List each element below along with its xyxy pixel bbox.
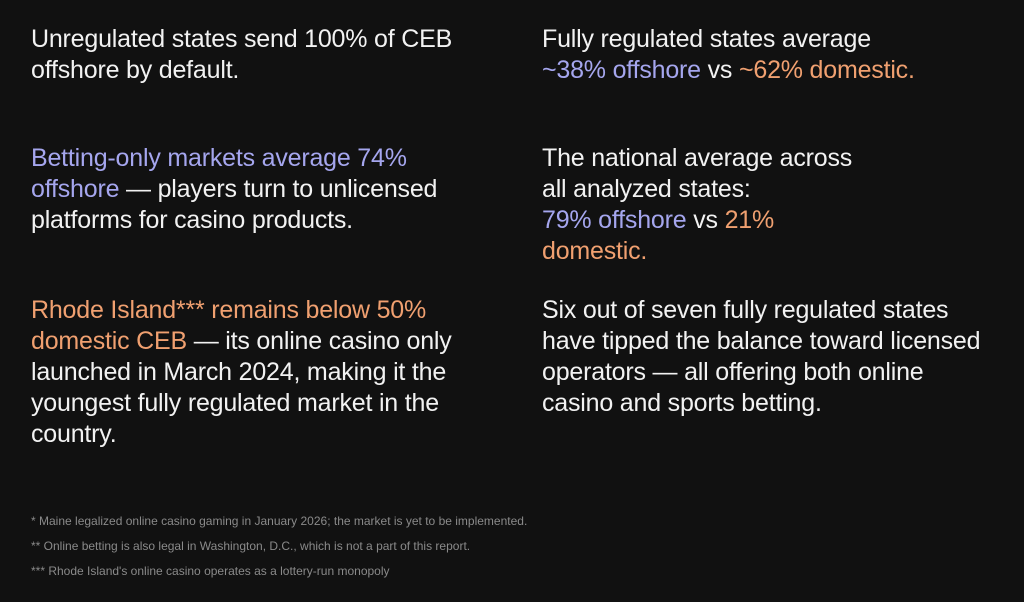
unregulated-text: Unregulated states send 100% of CEB offs… [31,25,453,84]
fully-regulated-domestic: ~62% domestic. [738,56,915,84]
national-average-lead: The national average across all analyzed… [542,144,853,203]
six-of-seven-statement: Six out of seven fully regulated states … [542,295,982,419]
rhode-island-statement: Rhode Island*** remains below 50% domest… [31,295,471,450]
fully-regulated-statement: Fully regulated states average ~38% offs… [542,24,1002,86]
betting-only-statement: Betting-only markets average 74% offshor… [31,143,471,236]
footnote-dc: ** Online betting is also legal in Washi… [31,539,471,553]
fully-regulated-offshore: ~38% offshore [542,56,701,84]
footnote-rhode-island: *** Rhode Island's online casino operate… [31,564,390,578]
betting-only-rest: — players turn to unlicensed platforms f… [31,175,438,234]
national-average-offshore: 79% offshore [542,206,687,234]
footnote-maine: * Maine legalized online casino gaming i… [31,514,528,528]
national-average-domestic: 21% domestic. [542,206,774,265]
unregulated-statement: Unregulated states send 100% of CEB offs… [31,24,481,86]
fully-regulated-lead: Fully regulated states average [542,25,871,53]
fully-regulated-vs: vs [700,56,739,84]
national-average-vs: vs [686,206,725,234]
footnotes: * Maine legalized online casino gaming i… [31,514,991,589]
rhode-island-rest: — its online casino only launched in Mar… [31,327,452,448]
rhode-island-highlight: Rhode Island*** remains below 50% domest… [31,296,427,355]
six-of-seven-text: Six out of seven fully regulated states … [542,296,981,417]
national-average-statement: The national average across all analyzed… [542,143,882,267]
betting-only-highlight: Betting-only markets average 74% offshor… [31,144,407,203]
